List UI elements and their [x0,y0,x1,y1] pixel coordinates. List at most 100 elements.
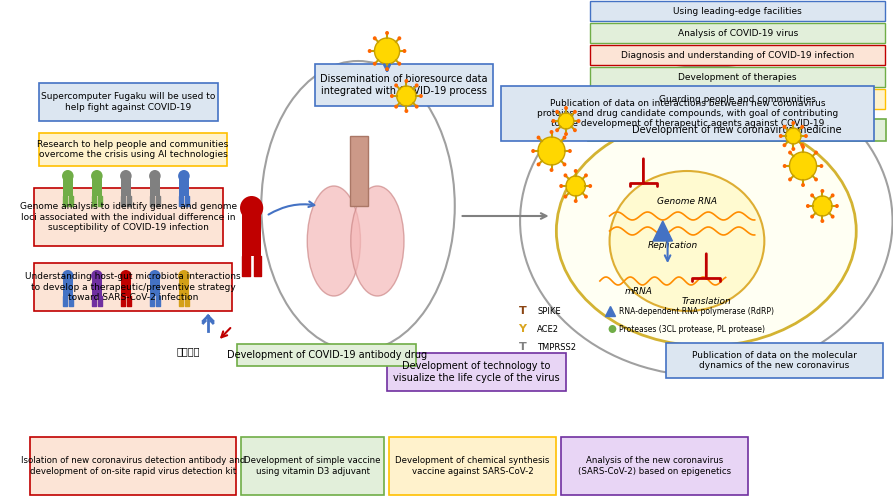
Circle shape [573,128,577,132]
FancyBboxPatch shape [179,278,188,296]
FancyBboxPatch shape [588,119,886,141]
FancyBboxPatch shape [63,178,72,196]
FancyBboxPatch shape [242,211,262,256]
Circle shape [120,170,131,182]
Circle shape [403,49,406,53]
Circle shape [120,270,131,282]
Text: ACE2: ACE2 [537,324,559,333]
Text: Diagnosis and understanding of COVID-19 infection: Diagnosis and understanding of COVID-19 … [622,51,855,60]
Text: Dissemination of bioresource data
integrated with COVID-19 process: Dissemination of bioresource data integr… [321,74,488,96]
FancyBboxPatch shape [665,343,883,378]
FancyBboxPatch shape [150,178,160,196]
FancyBboxPatch shape [34,188,222,246]
Text: Isolation of new coronavirus detection antibody and
development of on-site rapid: Isolation of new coronavirus detection a… [21,456,246,476]
Text: 回復患者: 回復患者 [177,346,201,356]
Circle shape [563,135,566,139]
Circle shape [789,151,792,155]
Text: Development of new coronavirus medicine: Development of new coronavirus medicine [632,125,842,135]
FancyBboxPatch shape [314,64,494,106]
FancyBboxPatch shape [38,133,228,166]
Circle shape [559,184,563,188]
Circle shape [573,110,577,114]
Circle shape [368,49,371,53]
Circle shape [810,193,814,197]
FancyBboxPatch shape [590,23,885,43]
Circle shape [821,219,824,223]
Circle shape [568,149,572,153]
Text: Proteases (3CL protease, PL protease): Proteases (3CL protease, PL protease) [619,324,765,333]
Circle shape [390,94,394,98]
Circle shape [574,199,578,203]
Text: T: T [519,306,526,316]
Circle shape [537,135,540,139]
Circle shape [566,176,586,196]
Text: Using leading-edge facilities: Using leading-edge facilities [673,6,802,15]
Text: mRNA: mRNA [624,287,653,296]
Circle shape [786,128,801,144]
Text: Genome RNA: Genome RNA [657,196,717,205]
Circle shape [801,183,805,187]
FancyBboxPatch shape [501,86,873,141]
FancyBboxPatch shape [241,437,384,495]
Text: Translation: Translation [681,297,731,306]
Ellipse shape [307,186,361,296]
FancyBboxPatch shape [590,1,885,21]
Circle shape [814,178,818,182]
Circle shape [149,270,161,282]
Circle shape [549,168,554,172]
FancyBboxPatch shape [590,45,885,65]
Circle shape [564,132,568,136]
Circle shape [814,151,818,155]
Circle shape [558,113,574,129]
Circle shape [577,119,580,123]
Circle shape [782,125,787,129]
Circle shape [791,121,796,125]
Circle shape [396,86,416,106]
Circle shape [538,137,565,165]
Text: Supercomputer Fugaku will be used to
help fight against COVID-19: Supercomputer Fugaku will be used to hel… [41,92,215,112]
Circle shape [91,270,103,282]
Text: SPIKE: SPIKE [537,307,561,315]
Text: Publication of data on interactions between new coronavirus
proteins and drug ca: Publication of data on interactions betw… [537,99,838,128]
Text: TMPRSS2: TMPRSS2 [537,343,576,352]
Text: Development of therapies: Development of therapies [679,72,797,81]
Circle shape [62,270,73,282]
Circle shape [405,109,408,113]
FancyBboxPatch shape [590,67,885,87]
Text: Y: Y [519,324,527,334]
Ellipse shape [556,116,856,346]
Circle shape [397,62,401,66]
Circle shape [240,196,263,220]
FancyBboxPatch shape [387,353,566,391]
FancyBboxPatch shape [590,89,885,109]
Circle shape [397,36,401,40]
Text: T: T [519,342,526,352]
Circle shape [555,110,559,114]
Circle shape [588,184,592,188]
FancyBboxPatch shape [34,263,232,311]
Text: Guarding people and communities: Guarding people and communities [659,95,816,104]
Circle shape [149,170,161,182]
Circle shape [374,38,400,64]
Circle shape [405,79,408,83]
Circle shape [835,204,839,208]
Circle shape [552,119,555,123]
FancyBboxPatch shape [179,178,188,196]
Circle shape [178,170,189,182]
FancyBboxPatch shape [389,437,556,495]
Circle shape [563,194,567,198]
FancyBboxPatch shape [92,178,102,196]
FancyBboxPatch shape [121,278,130,296]
Circle shape [791,147,796,151]
Circle shape [830,215,835,219]
Circle shape [804,134,808,138]
Circle shape [414,105,419,109]
Text: Research to help people and communities
overcome the crisis using AI technologie: Research to help people and communities … [38,140,229,159]
Circle shape [609,325,616,333]
Circle shape [531,149,535,153]
Circle shape [584,194,588,198]
Circle shape [394,83,398,87]
FancyBboxPatch shape [38,83,218,121]
Ellipse shape [610,171,764,311]
Ellipse shape [351,186,404,296]
